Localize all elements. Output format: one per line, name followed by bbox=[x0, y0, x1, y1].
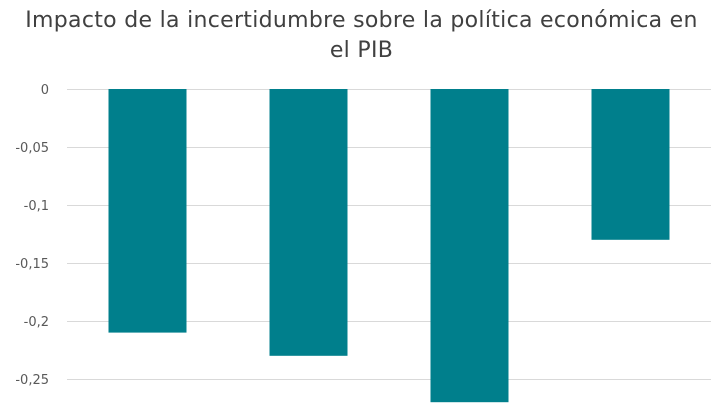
bar-1 bbox=[108, 89, 187, 333]
chart-title-line-2: el PIB bbox=[329, 38, 394, 63]
chart-title-line-1: Impacto de la incertidumbre sobre la pol… bbox=[25, 8, 698, 33]
y-axis-tick-labels: 0 -0,05 -0,1 -0,15 -0,2 -0,25 bbox=[15, 83, 49, 388]
y-tick-label: -0,15 bbox=[15, 257, 49, 272]
bar-3 bbox=[430, 89, 509, 403]
chart-title: Impacto de la incertidumbre sobre la pol… bbox=[0, 6, 723, 66]
y-tick-label: -0,25 bbox=[15, 373, 49, 388]
bar-2 bbox=[269, 89, 348, 356]
y-tick-label: -0,1 bbox=[24, 199, 49, 214]
bars bbox=[108, 89, 670, 403]
y-tick-label: -0,2 bbox=[24, 315, 49, 330]
y-tick-label: 0 bbox=[41, 83, 49, 98]
bar-4 bbox=[591, 89, 670, 240]
y-tick-label: -0,05 bbox=[15, 141, 49, 156]
